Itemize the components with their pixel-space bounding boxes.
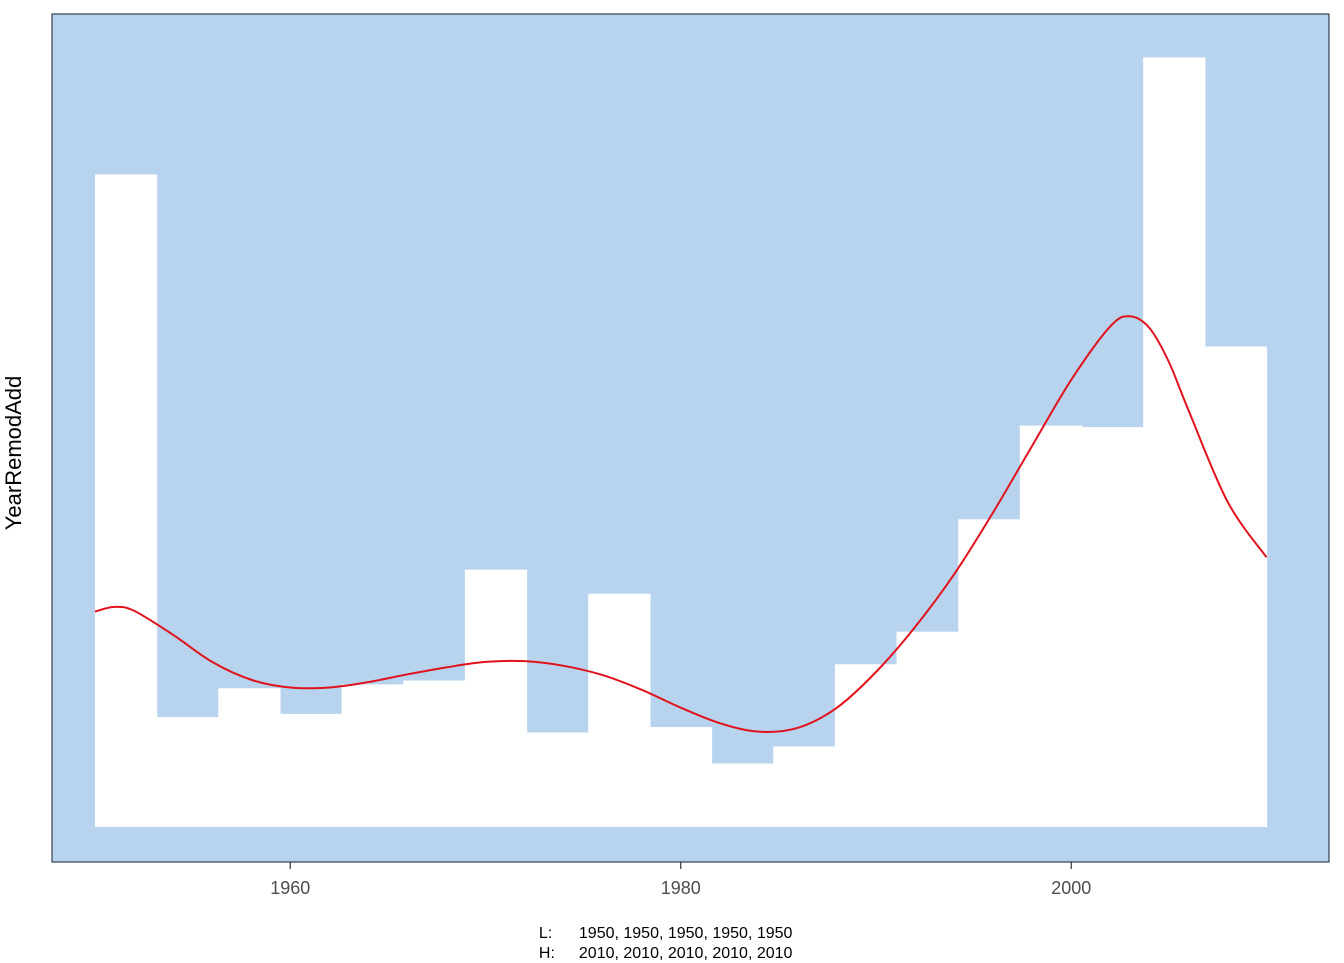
histogram-bar xyxy=(341,684,404,827)
histogram-bar xyxy=(526,732,589,827)
caption-low-values: 1950, 1950, 1950, 1950, 1950 xyxy=(578,925,793,942)
histogram-bar xyxy=(279,713,343,827)
histogram-bar xyxy=(649,727,713,827)
caption-low: L: 1950, 1950, 1950, 1950, 1950 xyxy=(530,905,870,943)
plot-panel-border xyxy=(51,13,1330,863)
histogram-bar xyxy=(464,569,528,827)
histogram-bar xyxy=(1081,427,1144,827)
histogram-bar xyxy=(711,763,774,827)
caption-high: H: 2010, 2010, 2010, 2010, 2010 xyxy=(530,925,870,963)
histogram-bar xyxy=(958,519,1021,827)
histogram-bar xyxy=(588,593,651,827)
histogram-bar xyxy=(773,746,836,827)
histogram-bar xyxy=(156,716,219,827)
smooth-curve xyxy=(94,315,1268,733)
histogram-bar xyxy=(1204,346,1268,827)
caption-high-key: H: xyxy=(538,945,555,962)
histogram-bar xyxy=(94,174,158,827)
caption-high-values: 2010, 2010, 2010, 2010, 2010 xyxy=(578,945,793,962)
histogram-bar xyxy=(218,688,281,827)
caption-low-key: L: xyxy=(538,925,553,942)
histogram-bar xyxy=(1019,425,1083,827)
x-axis: 1960 1980 2000 xyxy=(270,862,1091,898)
x-tick-label: 1960 xyxy=(270,878,310,898)
histogram-bar xyxy=(1143,57,1206,828)
x-tick-label: 2000 xyxy=(1051,878,1091,898)
histogram-bar xyxy=(403,680,466,827)
y-axis-label: YearRemodAdd xyxy=(1,375,26,531)
x-tick-label: 1980 xyxy=(661,878,701,898)
histogram-bar xyxy=(834,664,898,827)
histogram-bar xyxy=(896,631,959,827)
bars-layer xyxy=(94,57,1268,828)
